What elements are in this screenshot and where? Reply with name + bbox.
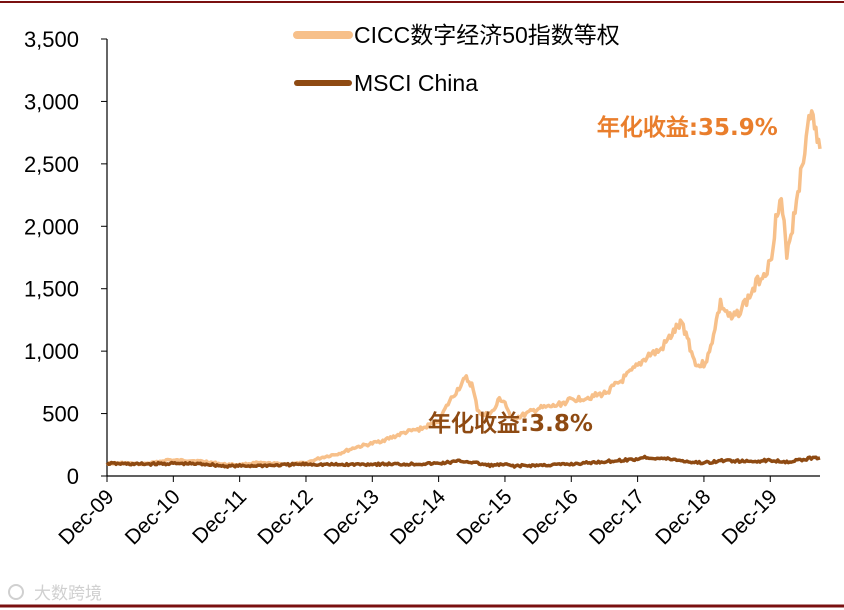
- watermark-text: 大数跨境: [34, 584, 102, 604]
- y-tick-label: 0: [67, 464, 79, 489]
- annotation-label: 年化收益:35.9%: [597, 114, 778, 141]
- x-tick-label: Dec-18: [651, 485, 715, 549]
- annotation-label: 年化收益:3.8%: [428, 410, 593, 437]
- x-tick-label: Dec-11: [188, 485, 251, 548]
- watermark-logo-icon: [8, 584, 24, 600]
- series-line-1: [105, 454, 821, 469]
- x-tick-label: Dec-09: [54, 485, 118, 549]
- y-tick-label: 2,500: [24, 152, 79, 177]
- x-tick-label: Dec-17: [585, 485, 649, 549]
- annotation-layer: 年化收益:35.9% 年化收益:3.8%: [428, 114, 778, 437]
- x-tick-label: Dec-13: [320, 485, 384, 549]
- legend: CICC数字经济50指数等权 MSCI China: [293, 22, 620, 96]
- legend-label: MSCI China: [354, 70, 478, 96]
- x-axis: Dec-09 Dec-10 Dec-11 Dec-12 Dec-13 Dec-14 Dec-…: [54, 475, 820, 549]
- y-tick-label: 3,000: [24, 89, 79, 114]
- series-layer: [105, 109, 822, 469]
- x-tick-label: Dec-12: [253, 485, 317, 549]
- y-tick-label: 500: [42, 402, 79, 427]
- y-tick-label: 1,500: [24, 277, 79, 302]
- x-tick-label: Dec-14: [386, 485, 450, 549]
- y-tick-label: 3,500: [24, 27, 79, 52]
- legend-label: CICC数字经济50指数等权: [354, 22, 620, 48]
- y-axis: 0 500 1,000 1,500 2,000 2,500 3,000 3,500: [24, 27, 108, 489]
- x-tick-label: Dec-10: [121, 485, 185, 549]
- y-tick-label: 1,000: [24, 339, 79, 364]
- x-tick-label: Dec-19: [718, 485, 782, 549]
- watermark: 大数跨境: [8, 584, 102, 604]
- y-tick-label: 2,000: [24, 214, 79, 239]
- x-tick-label: Dec-16: [519, 485, 583, 549]
- x-tick-label: Dec-15: [452, 485, 516, 549]
